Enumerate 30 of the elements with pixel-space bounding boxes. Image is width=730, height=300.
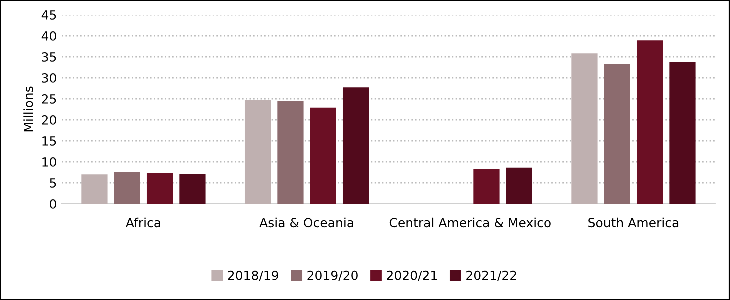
y-tick-label: 30 — [42, 73, 56, 83]
y-tick-label: 5 — [50, 178, 56, 188]
bar — [342, 88, 370, 204]
x-tick-label: Africa — [126, 218, 160, 228]
y-tick-label: 45 — [42, 10, 56, 20]
x-tick-label: Asia & Oceania — [260, 218, 354, 228]
bar — [310, 108, 336, 204]
x-tick-label: Central America & Mexico — [390, 218, 551, 228]
bar — [278, 101, 304, 204]
bar — [180, 174, 206, 204]
y-tick-label: 0 — [50, 199, 56, 209]
legend-label: 2021/22 — [466, 270, 516, 282]
legend-label: 2019/20 — [308, 270, 358, 282]
y-tick-label: 40 — [42, 31, 56, 41]
legend-label: 2020/21 — [387, 270, 438, 282]
y-tick-label: 20 — [42, 115, 56, 125]
y-tick-label: 35 — [42, 52, 56, 62]
y-axis-title: Millions — [24, 86, 34, 132]
bar — [114, 172, 140, 204]
x-tick-label: South America — [588, 218, 679, 228]
bar — [474, 170, 500, 204]
bar — [670, 62, 696, 204]
bar — [146, 173, 174, 204]
bar — [604, 64, 630, 204]
legend-label: 2018/19 — [228, 270, 278, 282]
y-tick-label: 10 — [42, 157, 56, 167]
bar — [506, 168, 532, 204]
y-tick-label: 25 — [42, 94, 56, 104]
bar — [637, 40, 664, 204]
y-tick-label: 15 — [42, 136, 56, 146]
